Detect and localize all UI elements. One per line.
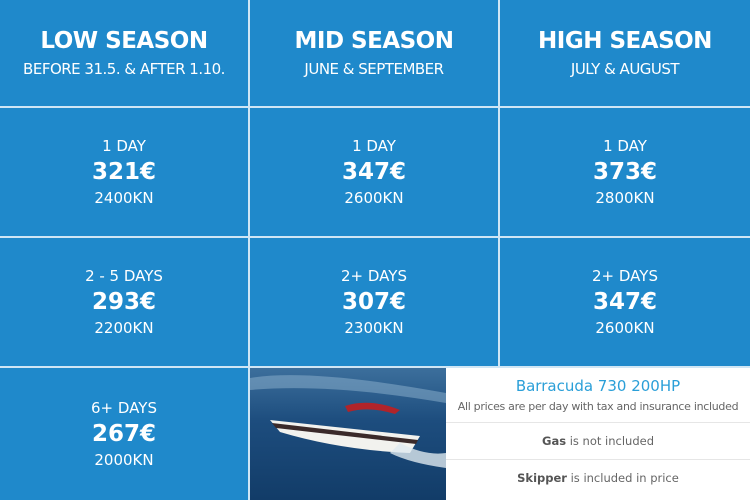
season-dates: BEFORE 31.5. & AFTER 1.10. bbox=[23, 60, 225, 78]
boat-photo bbox=[250, 368, 446, 500]
price-eur: 307€ bbox=[341, 289, 406, 315]
gas-text: is not included bbox=[566, 434, 654, 448]
price-cell: 1 DAY 373€ 2800KN bbox=[500, 108, 750, 236]
duration-label: 2+ DAYS bbox=[341, 267, 407, 285]
price-cell: 2 - 5 DAYS 293€ 2200KN bbox=[0, 238, 248, 366]
price-kn: 2400KN bbox=[94, 189, 154, 207]
duration-label: 1 DAY bbox=[352, 137, 396, 155]
price-cell: 6+ DAYS 267€ 2000KN bbox=[0, 368, 248, 500]
price-kn: 2800KN bbox=[595, 189, 655, 207]
price-eur: 347€ bbox=[341, 159, 406, 185]
price-cell: 2+ DAYS 347€ 2600KN bbox=[500, 238, 750, 366]
price-eur: 347€ bbox=[592, 289, 657, 315]
boat-name: Barracuda 730 200HP bbox=[515, 377, 681, 395]
duration-label: 1 DAY bbox=[603, 137, 647, 155]
skipper-info: Skipper is included in price bbox=[446, 459, 750, 496]
boat-info-panel: Barracuda 730 200HP All prices are per d… bbox=[446, 368, 750, 500]
skipper-text: is included in price bbox=[566, 471, 679, 485]
price-kn: 2300KN bbox=[344, 319, 404, 337]
price-cell: 1 DAY 347€ 2600KN bbox=[250, 108, 498, 236]
price-eur: 373€ bbox=[592, 159, 657, 185]
price-kn: 2600KN bbox=[595, 319, 655, 337]
price-kn: 2000KN bbox=[94, 451, 154, 469]
high-season-header: HIGH SEASON JULY & AUGUST bbox=[500, 0, 750, 106]
price-eur: 293€ bbox=[91, 289, 156, 315]
price-eur: 321€ bbox=[91, 159, 156, 185]
price-cell: 2+ DAYS 307€ 2300KN bbox=[250, 238, 498, 366]
price-cell: 1 DAY 321€ 2400KN bbox=[0, 108, 248, 236]
season-title: LOW SEASON bbox=[40, 28, 208, 54]
price-eur: 267€ bbox=[91, 421, 156, 447]
season-dates: JUNE & SEPTEMBER bbox=[304, 60, 444, 78]
duration-label: 2 - 5 DAYS bbox=[85, 267, 163, 285]
season-title: MID SEASON bbox=[294, 28, 455, 54]
price-kn: 2200KN bbox=[94, 319, 154, 337]
duration-label: 2+ DAYS bbox=[592, 267, 658, 285]
mid-season-header: MID SEASON JUNE & SEPTEMBER bbox=[250, 0, 498, 106]
duration-label: 6+ DAYS bbox=[91, 399, 157, 417]
gas-info: Gas is not included bbox=[446, 422, 750, 459]
price-note: All prices are per day with tax and insu… bbox=[457, 400, 739, 413]
price-kn: 2600KN bbox=[344, 189, 404, 207]
season-title: HIGH SEASON bbox=[538, 28, 712, 54]
low-season-header: LOW SEASON BEFORE 31.5. & AFTER 1.10. bbox=[0, 0, 248, 106]
skipper-label: Skipper bbox=[517, 471, 567, 485]
gas-label: Gas bbox=[542, 434, 567, 448]
season-dates: JULY & AUGUST bbox=[570, 60, 680, 78]
duration-label: 1 DAY bbox=[102, 137, 146, 155]
